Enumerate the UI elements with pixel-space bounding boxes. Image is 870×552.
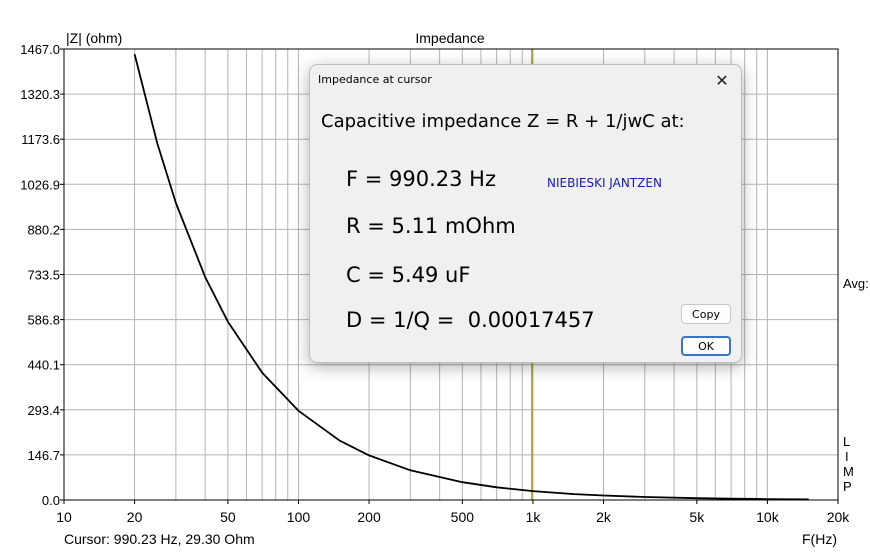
y-tick-label: 1173.6 (21, 132, 60, 147)
dialog-title: Impedance at cursor (318, 73, 432, 86)
x-tick-label: 20 (127, 509, 143, 525)
frequency-value: F = 990.23 Hz (346, 167, 496, 191)
dissipation-value: D = 1/Q = 0.00017457 (346, 308, 595, 332)
y-tick-label: 586.8 (27, 313, 60, 328)
y-tick-label: 733.5 (27, 268, 60, 283)
brand-label: NIEBIESKI JANTZEN (547, 176, 662, 190)
copy-button[interactable]: Copy (681, 304, 731, 324)
dialog-heading: Capacitive impedance Z = R + 1/jwC at: (321, 111, 685, 132)
x-tick-label: 100 (287, 509, 311, 525)
limp-label-m: M (843, 464, 854, 479)
y-tick-label: 293.4 (27, 403, 60, 418)
y-tick-label: 1320.3 (20, 87, 60, 102)
x-tick-label: 20k (827, 509, 851, 525)
y-tick-label: 0.0 (42, 493, 60, 508)
chart-title: Impedance (415, 30, 484, 46)
close-icon[interactable]: ✕ (715, 70, 729, 90)
x-tick-label: 50 (220, 509, 236, 525)
x-tick-label: 200 (357, 509, 381, 525)
x-axis-label: F(Hz) (802, 531, 837, 547)
x-tick-label: 1k (526, 509, 542, 525)
limp-label-p: P (843, 479, 852, 494)
resistance-value: R = 5.11 mOhm (346, 214, 516, 238)
x-tick-label: 10 (56, 509, 72, 525)
limp-label-l: L (843, 434, 850, 449)
impedance-dialog: Impedance at cursor ✕ Capacitive impedan… (309, 64, 742, 363)
x-tick-label: 5k (689, 509, 705, 525)
avg-label: Avg: (843, 276, 869, 291)
capacitance-value: C = 5.49 uF (346, 263, 471, 287)
x-tick-label: 10k (756, 509, 780, 525)
cursor-readout: Cursor: 990.23 Hz, 29.30 Ohm (64, 531, 255, 547)
x-tick-label: 2k (596, 509, 612, 525)
y-tick-label: 146.7 (27, 448, 60, 463)
y-tick-label: 440.1 (27, 358, 60, 373)
x-tick-label: 500 (451, 509, 475, 525)
ok-button[interactable]: OK (681, 336, 731, 356)
y-tick-label: 880.2 (27, 222, 60, 237)
y-tick-label: 1026.9 (20, 177, 60, 192)
y-axis-label: |Z| (ohm) (66, 30, 122, 46)
limp-label-i: I (845, 449, 849, 464)
y-tick-label: 1467.0 (20, 42, 60, 57)
impedance-curve (133, 53, 809, 501)
